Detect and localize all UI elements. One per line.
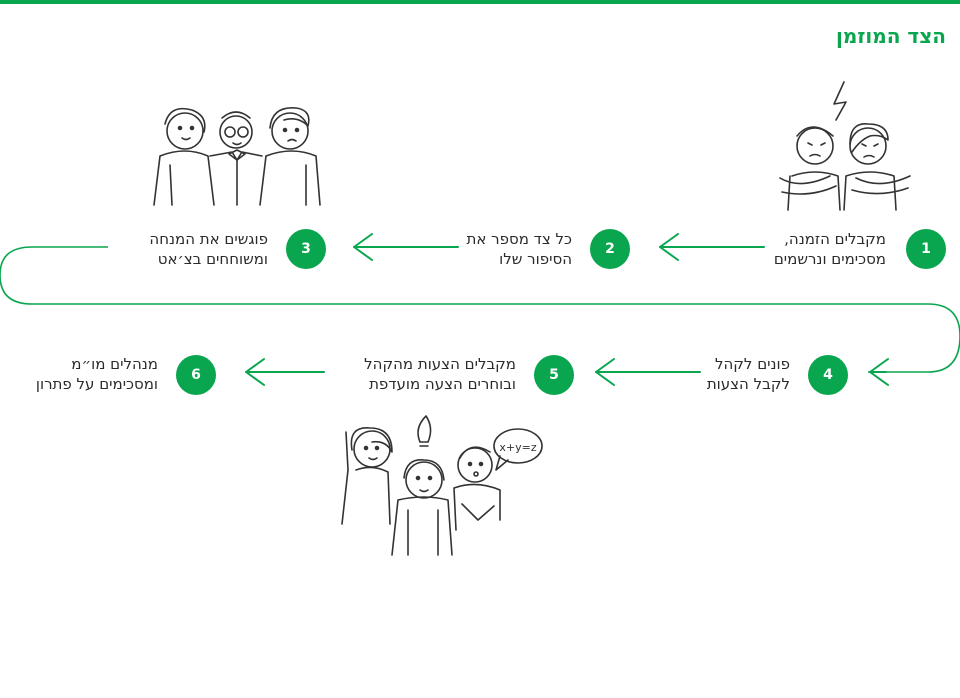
step-1-number: 1 <box>906 229 946 269</box>
step-3-number: 3 <box>286 229 326 269</box>
step-6-number: 6 <box>176 355 216 395</box>
page-title: הצד המוזמן <box>836 24 946 48</box>
group-meeting-illustration <box>153 107 321 206</box>
arrow-left-icon <box>353 233 459 261</box>
arguing-pair-illustration <box>779 81 911 211</box>
flow-connector-line <box>0 246 960 373</box>
arrow-left-icon <box>245 358 325 386</box>
speech-bubble-text: x+y=z <box>499 441 536 454</box>
arrow-left-icon <box>659 233 765 261</box>
audience-ideas-illustration <box>341 415 543 556</box>
top-accent-bar <box>0 0 960 4</box>
step-6-text: מנהלים מו״מ ומסכימים על פתרון <box>35 355 158 393</box>
speech-bubble <box>493 428 543 464</box>
step-2-number: 2 <box>590 229 630 269</box>
step-4-number: 4 <box>808 355 848 395</box>
step-5-text: מקבלים הצעות מהקהל ובוחרים הצעה מועדפת <box>364 355 516 393</box>
step-2-text: כל צד מספר את הסיפור שלו <box>466 230 573 268</box>
lightning-icon <box>833 81 847 121</box>
step-5-number: 5 <box>534 355 574 395</box>
arrow-left-icon <box>595 358 701 386</box>
step-1-text: מקבלים הזמנה, מסכימים ונרשמים <box>773 230 886 268</box>
step-3-text: פוגשים את המנחה ומשוחחים בצ׳אט <box>149 230 268 268</box>
lightbulb-icon <box>417 415 432 443</box>
step-4-text: פונים לקהל לקבל הצעות <box>706 355 790 393</box>
arrow-left-icon <box>869 358 889 386</box>
